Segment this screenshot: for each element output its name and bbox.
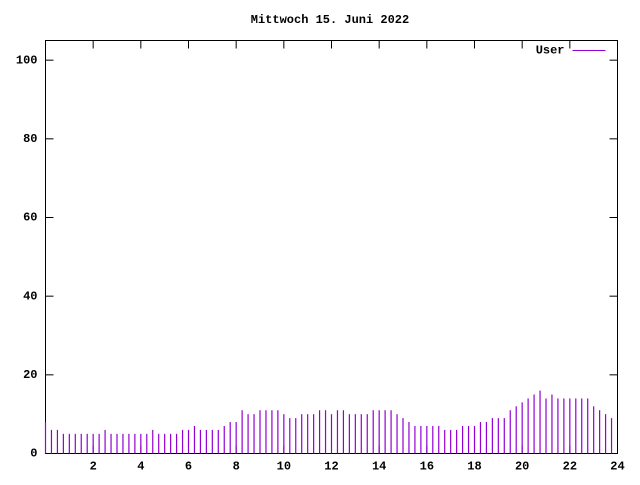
x-tick-label: 22 xyxy=(563,460,577,474)
x-tick-label: 14 xyxy=(372,460,386,474)
x-tick-label: 16 xyxy=(420,460,434,474)
x-tick-label: 2 xyxy=(90,460,97,474)
x-tick-label: 18 xyxy=(467,460,481,474)
y-tick-label: 100 xyxy=(16,53,38,67)
y-tick-label: 60 xyxy=(23,211,37,225)
legend-label: User xyxy=(536,44,565,58)
y-tick-label: 0 xyxy=(30,447,37,461)
x-tick-label: 6 xyxy=(185,460,192,474)
x-tick-label: 24 xyxy=(610,460,624,474)
y-tick-label: 80 xyxy=(23,132,37,146)
x-tick-label: 8 xyxy=(233,460,240,474)
y-tick-label: 40 xyxy=(23,289,37,303)
chart-title: Mittwoch 15. Juni 2022 xyxy=(251,13,409,27)
x-tick-label: 12 xyxy=(324,460,338,474)
x-tick-label: 10 xyxy=(277,460,291,474)
y-tick-label: 20 xyxy=(23,368,37,382)
x-tick-label: 4 xyxy=(137,460,144,474)
x-tick-label: 20 xyxy=(515,460,529,474)
